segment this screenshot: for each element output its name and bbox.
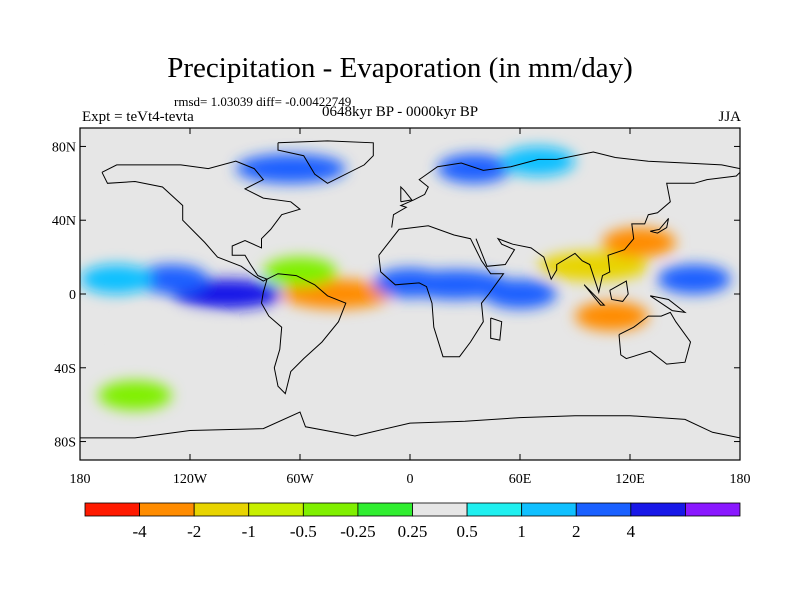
colorbar-label: -4 — [132, 522, 147, 541]
y-tick-label: 40N — [52, 214, 76, 229]
stats-line: rmsd= 1.03039 diff= -0.00422749 — [174, 94, 352, 109]
colorbar-box — [630, 502, 686, 517]
field-blob — [263, 257, 337, 287]
x-tick-label: 180 — [70, 472, 91, 487]
y-tick-label: 40S — [54, 362, 76, 377]
field-blob — [135, 264, 209, 294]
field-blob — [80, 264, 154, 294]
field-blob — [281, 279, 392, 309]
field-blob — [575, 301, 649, 331]
field-blob — [602, 227, 676, 258]
colorbar-box — [685, 502, 741, 517]
colorbar-label: -1 — [242, 522, 256, 541]
colorbar-label: 0.5 — [456, 522, 477, 541]
y-tick-label: 0 — [69, 288, 76, 303]
field-blob — [657, 264, 731, 294]
coastline — [649, 295, 687, 314]
coastline — [583, 284, 606, 306]
x-tick-label: 180 — [730, 472, 751, 487]
colorbar-label: -2 — [187, 522, 201, 541]
field-blob — [501, 146, 575, 176]
coastline — [618, 311, 692, 365]
colorbar-box — [302, 502, 359, 517]
x-tick-label: 0 — [407, 472, 414, 487]
x-tick-label: 60E — [509, 472, 532, 487]
coastline — [490, 317, 503, 341]
x-tick-label: 120W — [173, 472, 208, 487]
colorbar-box — [357, 502, 413, 517]
chart-title: Precipitation - Evaporation (in mm/day) — [167, 52, 633, 84]
coastline — [277, 140, 374, 184]
colorbar-box — [193, 502, 250, 517]
y-tick-label: 80S — [54, 436, 76, 451]
colorbar-label: 0.25 — [398, 522, 428, 541]
colorbar-box — [84, 502, 140, 517]
coastline — [378, 225, 505, 358]
field-blob — [437, 153, 511, 184]
coastline — [80, 411, 740, 439]
colorbar-label: -0.25 — [340, 522, 375, 541]
coastline — [650, 218, 669, 234]
colorbar-box — [412, 502, 468, 517]
y-tick-label: 80N — [52, 140, 76, 155]
coastline — [260, 273, 347, 395]
colorbar-box — [248, 502, 304, 517]
colorbar-box — [575, 502, 632, 517]
colorbar-label: 1 — [517, 522, 526, 541]
coastline — [609, 280, 629, 302]
coastline — [391, 151, 740, 228]
colorbar-label: 4 — [627, 522, 636, 541]
colorbar-label: -0.5 — [290, 522, 317, 541]
coastline — [101, 160, 302, 282]
coastlines — [80, 140, 740, 439]
x-tick-label: 60W — [286, 472, 314, 487]
season-label: JJA — [718, 109, 741, 125]
coastline — [400, 185, 413, 203]
colorbar-box — [139, 502, 195, 517]
field-blob — [235, 153, 346, 184]
field-blob — [483, 279, 557, 309]
field-blob — [116, 316, 227, 346]
colorbar-label: 2 — [572, 522, 581, 541]
colorbar-box — [521, 502, 577, 517]
field-blob — [98, 380, 172, 411]
x-tick-label: 120E — [615, 472, 645, 487]
period-label: 0648kyr BP - 0000kyr BP — [322, 104, 479, 120]
colorbar-box — [466, 502, 523, 517]
coastline — [475, 171, 740, 295]
experiment-label: Expt = teVt4-tevta — [82, 109, 194, 125]
field-layer — [80, 146, 731, 411]
